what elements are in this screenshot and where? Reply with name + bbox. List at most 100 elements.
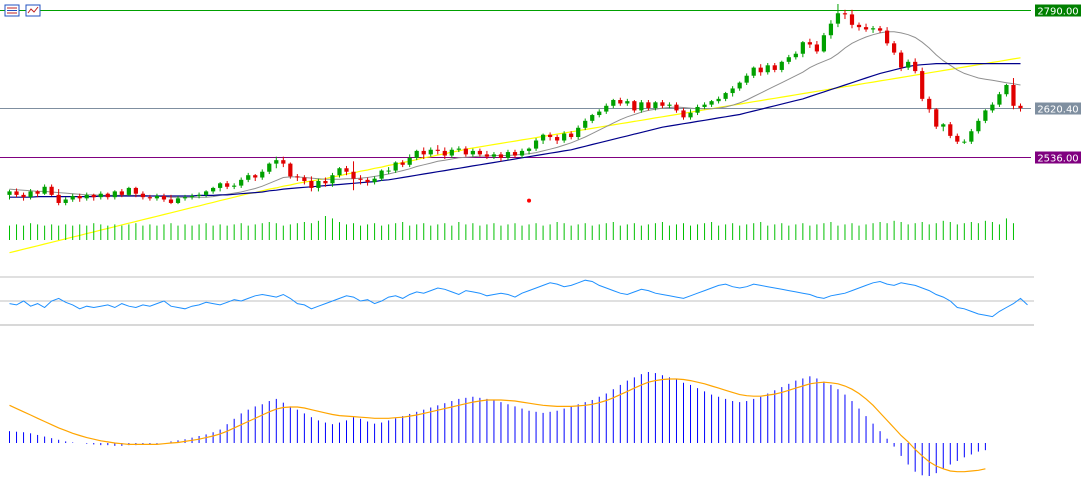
candle-body xyxy=(154,196,160,199)
candle-body xyxy=(435,149,440,151)
rsi-line xyxy=(9,279,1028,318)
candle-body xyxy=(112,191,117,198)
chart-toolbar[interactable] xyxy=(4,4,41,17)
candle-body xyxy=(232,185,237,187)
candle-body xyxy=(892,43,897,53)
candle-body xyxy=(98,193,103,198)
candle-body xyxy=(393,162,398,171)
signal-marker xyxy=(527,198,532,203)
candle-body xyxy=(456,148,461,150)
candle-body xyxy=(119,191,124,195)
candle-body xyxy=(828,23,834,36)
candle-body xyxy=(498,154,504,158)
candle-body xyxy=(533,140,539,149)
candle-body xyxy=(218,183,223,188)
candle-body xyxy=(962,141,967,143)
candle-body xyxy=(84,194,89,199)
candle-body xyxy=(618,100,623,104)
candle-body xyxy=(632,101,637,111)
candle-body xyxy=(400,162,405,165)
candle-body xyxy=(491,154,497,157)
level-tag-support xyxy=(1035,151,1081,164)
candle-body xyxy=(884,30,890,44)
candle-body xyxy=(63,199,68,203)
candle-body xyxy=(288,163,293,177)
candle-body xyxy=(344,168,349,172)
candle-body xyxy=(976,120,981,132)
candle-body xyxy=(583,120,588,128)
candle-body xyxy=(702,104,707,107)
candle-body xyxy=(140,193,146,198)
candle-body xyxy=(56,194,61,203)
candle-body xyxy=(674,104,679,111)
level-label-current: 2620.40 xyxy=(1037,105,1078,116)
candle-body xyxy=(281,160,286,164)
candle-body xyxy=(309,180,314,188)
candle-body xyxy=(667,104,672,106)
candle-body xyxy=(147,197,153,199)
candle-body xyxy=(358,178,363,180)
candle-body xyxy=(597,111,602,116)
macd-signal-line xyxy=(9,378,986,473)
candle-body xyxy=(407,157,412,165)
candle-body xyxy=(7,191,12,195)
candle-body xyxy=(730,88,735,94)
candle-body xyxy=(295,176,300,178)
candle-body xyxy=(653,102,658,109)
candle-body xyxy=(625,101,630,104)
candle-body xyxy=(927,98,932,110)
candle-body xyxy=(414,150,419,158)
candle-body xyxy=(77,196,82,199)
chart-list-icon[interactable] xyxy=(4,4,20,17)
candle-body xyxy=(934,109,939,127)
candle-body xyxy=(920,71,925,99)
candle-body xyxy=(744,75,749,83)
candle-body xyxy=(105,193,110,198)
candle-body xyxy=(330,175,335,184)
candle-body xyxy=(1004,84,1009,95)
chart-properties-icon[interactable] xyxy=(25,4,41,17)
ma-long-line xyxy=(9,57,1021,254)
candle-body xyxy=(555,137,560,141)
candle-body xyxy=(688,112,693,118)
candle-body xyxy=(793,53,798,58)
candlesticks xyxy=(7,4,1023,206)
candle-body xyxy=(526,148,532,151)
candle-body xyxy=(723,93,728,99)
candle-body xyxy=(28,191,33,198)
candle-body xyxy=(990,104,995,111)
candle-body xyxy=(709,101,714,105)
candle-body xyxy=(49,186,54,195)
candle-body xyxy=(779,61,784,70)
candle-body xyxy=(428,149,433,155)
candle-body xyxy=(519,150,525,156)
candle-body xyxy=(35,191,40,194)
candle-body xyxy=(260,171,265,178)
candle-body xyxy=(751,67,756,76)
candle-body xyxy=(646,102,651,109)
rsi-panel xyxy=(9,279,1028,318)
candle-body xyxy=(681,110,686,118)
candle-body xyxy=(590,115,595,121)
candle-body xyxy=(856,24,862,28)
candle-body xyxy=(863,27,869,30)
moving-averages xyxy=(9,31,1021,254)
candle-body xyxy=(800,42,805,54)
candle-body xyxy=(941,124,946,127)
candle-body xyxy=(737,82,742,89)
candle-body xyxy=(182,197,188,199)
candle-body xyxy=(323,180,328,184)
candle-body xyxy=(948,124,953,136)
candle-body xyxy=(906,61,911,68)
candle-body xyxy=(849,14,855,25)
candle-body xyxy=(463,148,468,155)
macd-panel xyxy=(9,372,986,476)
level-tag-resistance xyxy=(1035,4,1081,17)
candle-body xyxy=(91,194,96,198)
candle-body xyxy=(386,170,391,172)
candle-body xyxy=(239,179,244,186)
candle-body xyxy=(21,194,26,198)
candle-body xyxy=(253,175,258,178)
